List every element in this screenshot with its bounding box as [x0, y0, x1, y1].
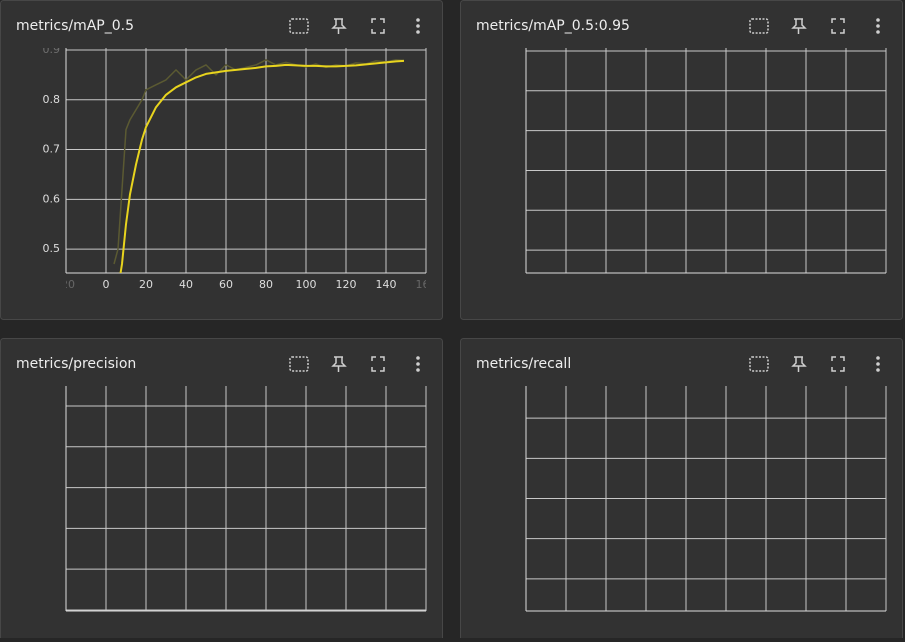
chart-card: metrics/recall-200204060801001201401600.…: [460, 338, 903, 642]
toolbar: [749, 18, 845, 34]
y-tick-label: 0.5: [43, 242, 61, 255]
x-tick-label: 40: [179, 278, 193, 291]
fullscreen-button[interactable]: [831, 18, 845, 34]
fullscreen-button[interactable]: [831, 356, 845, 372]
series-line: [119, 59, 405, 273]
fullscreen-button[interactable]: [371, 356, 385, 372]
toolbar: [749, 356, 845, 372]
chart-card: metrics/mAP_0.5:0.95-2002040608010012014…: [460, 0, 903, 320]
y-tick-label: 0.8: [43, 93, 61, 106]
more-button[interactable]: [416, 356, 420, 372]
y-tick-label: 0.7: [43, 143, 61, 156]
card-background: [460, 338, 903, 642]
plot-area: [113, 59, 405, 273]
chart-card: metrics/mAP_0.5 -20 0 20 40 60 80 100 120 140 160 0…: [0, 0, 443, 320]
x-tick-label: -20: [57, 278, 75, 291]
card-background: [460, 0, 903, 320]
pin-button[interactable]: [791, 356, 807, 372]
fit-domain-button[interactable]: [749, 356, 769, 372]
fullscreen-button[interactable]: [371, 18, 385, 34]
x-tick-label: 60: [219, 278, 233, 291]
chart-title: metrics/mAP_0.5:0.95: [476, 18, 630, 34]
x-tick-label: 0: [103, 278, 110, 291]
pin-button[interactable]: [331, 356, 347, 372]
toolbar: [289, 356, 385, 372]
x-tick-label: 160: [416, 278, 437, 291]
x-tick-label: 140: [376, 278, 397, 291]
chart-title: metrics/precision: [16, 356, 136, 372]
y-axis-labels: 0.5 0.6 0.7 0.8 0.9: [43, 43, 61, 255]
fit-domain-button[interactable]: [749, 18, 769, 34]
chart-card: metrics/precision-2002040608010012014016…: [0, 338, 443, 642]
fit-domain-button[interactable]: [289, 356, 309, 372]
x-tick-label: 20: [139, 278, 153, 291]
x-tick-label: 80: [259, 278, 273, 291]
pin-button[interactable]: [791, 18, 807, 34]
more-button[interactable]: [876, 18, 880, 34]
more-button[interactable]: [416, 18, 420, 34]
card-background: [0, 0, 443, 320]
chart-title: metrics/mAP_0.5: [16, 18, 134, 34]
x-tick-label: 120: [336, 278, 357, 291]
more-button[interactable]: [876, 356, 880, 372]
toolbar: [289, 18, 385, 34]
pin-button[interactable]: [331, 18, 347, 34]
card-background: [0, 338, 443, 642]
chart-title: metrics/recall: [476, 356, 571, 372]
fit-domain-button[interactable]: [289, 18, 309, 34]
y-tick-label: 0.9: [43, 43, 61, 56]
x-tick-label: 100: [296, 278, 317, 291]
y-tick-label: 0.6: [43, 192, 61, 205]
x-axis-labels: -20 0 20 40 60 80 100 120 140 160: [57, 278, 437, 291]
